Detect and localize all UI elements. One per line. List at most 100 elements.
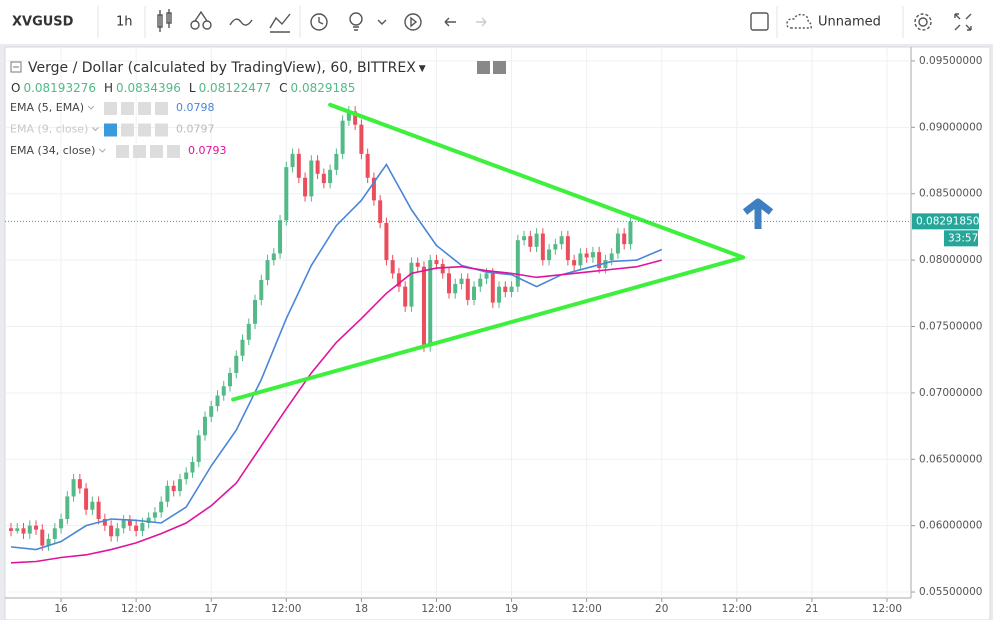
y-tick-label: 0.09500000 <box>919 55 982 67</box>
indicator-remove-button[interactable] <box>155 102 168 115</box>
plot: 0.08291850 33:57 <box>5 102 979 564</box>
x-tick-label: 12:00 <box>572 603 602 615</box>
candle-body <box>296 153 301 178</box>
y-tick-label: 0.07000000 <box>919 387 982 399</box>
candle-body <box>578 253 583 266</box>
indicator-name: EMA (9, close) <box>10 123 88 136</box>
candle-body <box>109 525 114 537</box>
indicator-value: 0.0793 <box>188 144 227 157</box>
candle-body <box>597 252 602 269</box>
expand-icon[interactable] <box>954 13 972 31</box>
candle-body <box>415 262 420 267</box>
indicator-settings-button[interactable] <box>121 102 134 115</box>
candle-body <box>27 525 32 534</box>
indicator-dropdown[interactable] <box>99 148 106 153</box>
candle-body <box>284 167 289 221</box>
candle-body <box>628 221 633 245</box>
indicator-remove-button[interactable] <box>167 145 180 158</box>
candle-body <box>140 522 145 531</box>
x-tick-label: 12:00 <box>722 603 752 615</box>
candle-body <box>547 249 552 261</box>
candle-body <box>15 528 20 531</box>
candle-body <box>290 153 295 168</box>
undo[interactable] <box>444 17 456 27</box>
candle-body <box>490 273 495 303</box>
candle-body <box>90 501 95 510</box>
candle-body <box>234 355 239 373</box>
candle-body <box>353 111 358 125</box>
x-tick-label: 18 <box>355 603 368 615</box>
x-tick-label: 17 <box>205 603 218 615</box>
indicator-eye-button[interactable] <box>104 102 117 115</box>
indicator-settings-button[interactable] <box>133 145 146 158</box>
candle-body <box>134 525 139 531</box>
candle-body <box>65 496 70 520</box>
compare-icon[interactable] <box>229 18 253 26</box>
x-tick-label: 21 <box>805 603 818 615</box>
symbol[interactable]: XVGUSD <box>12 15 74 30</box>
indicator-eye-button[interactable] <box>116 145 129 158</box>
candle-body <box>21 528 26 534</box>
y-tick-label: 0.08000000 <box>919 254 982 266</box>
redo <box>476 17 487 27</box>
trendline <box>231 255 746 402</box>
indicator-value: 0.0798 <box>176 101 215 114</box>
ohlc-legend: O 0.08193276 H 0.0834396 L 0.08122477 C 0.08291… <box>11 81 355 95</box>
indicator-dropdown[interactable] <box>87 105 95 110</box>
candle-body <box>378 200 383 223</box>
y-tick-label: 0.06000000 <box>919 520 982 532</box>
ohlc-value: 0.08193276 <box>23 81 96 95</box>
indicator-add-button[interactable] <box>150 145 163 158</box>
settings-button[interactable] <box>493 61 506 74</box>
candle-body <box>434 260 439 265</box>
candle-body <box>315 160 320 174</box>
candle-body <box>553 244 558 250</box>
candle-body <box>615 233 620 254</box>
collapse-box[interactable] <box>10 61 22 73</box>
eye-button[interactable] <box>477 61 490 74</box>
y-tick-label: 0.07500000 <box>919 320 982 332</box>
candle-body <box>421 266 426 347</box>
candle-body <box>215 395 220 407</box>
settings-icon[interactable] <box>914 13 932 31</box>
y-tick-label: 0.09000000 <box>919 121 982 133</box>
indicator-remove-button[interactable] <box>155 123 168 137</box>
candle-body <box>565 236 570 261</box>
indicator-dropdown[interactable] <box>92 127 99 132</box>
candle-body <box>390 260 395 274</box>
candle-body <box>196 435 201 462</box>
candle-icon[interactable] <box>157 9 172 32</box>
indicator-name: EMA (34, close) <box>10 144 95 157</box>
candle-body <box>184 472 189 480</box>
candle-body <box>209 406 214 417</box>
candle-body <box>259 280 264 300</box>
countdown-box <box>944 230 978 247</box>
title-dropdown[interactable]: ▼ <box>419 64 426 74</box>
layout-name[interactable]: Unnamed <box>818 15 881 30</box>
candle-body <box>509 286 514 292</box>
interval[interactable]: 1h <box>116 15 133 30</box>
indicator-add-button[interactable] <box>138 123 151 137</box>
candle-body <box>202 416 207 436</box>
toolbar <box>0 0 993 44</box>
idea-icon[interactable] <box>349 12 363 31</box>
replay-icon[interactable] <box>404 13 422 31</box>
ohlc-label: H <box>104 81 113 95</box>
last-price-box <box>912 213 979 230</box>
candle-body <box>96 501 101 520</box>
indicators-icon[interactable] <box>190 10 212 30</box>
dropdown[interactable] <box>377 19 387 25</box>
candle-body <box>115 528 120 537</box>
candle-body <box>127 520 132 526</box>
candle-body <box>472 286 477 300</box>
indicator-eye-button[interactable] <box>104 123 117 137</box>
indicator-add-button[interactable] <box>138 102 151 115</box>
templates-icon[interactable] <box>269 13 291 33</box>
candle-body <box>190 461 195 473</box>
fullscreen-select[interactable] <box>750 12 769 31</box>
alert-icon[interactable] <box>310 13 328 31</box>
chart-panel <box>4 46 991 620</box>
candle-body <box>271 253 276 261</box>
indicator-settings-button[interactable] <box>121 123 134 137</box>
